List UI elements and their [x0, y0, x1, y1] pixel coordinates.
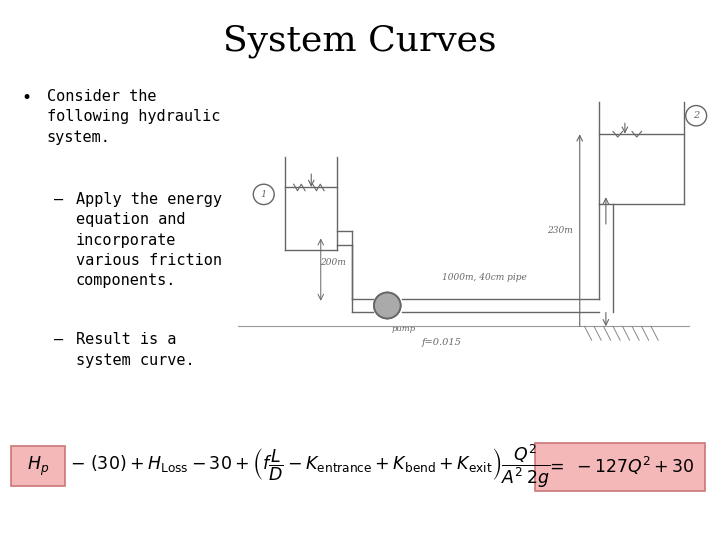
Text: Consider the
following hydraulic
system.: Consider the following hydraulic system. [47, 89, 220, 145]
Text: $=\ -127Q^2 + 30$: $=\ -127Q^2 + 30$ [546, 455, 694, 477]
Text: 1000m, 40cm pipe: 1000m, 40cm pipe [442, 273, 527, 282]
Text: $-\ (30) + H_{\rm Loss} - 30 + \left(f\dfrac{L}{D} - K_{\rm entrance} + K_{\rm b: $-\ (30) + H_{\rm Loss} - 30 + \left(f\d… [70, 442, 550, 490]
Text: 1: 1 [261, 190, 267, 199]
Text: Result is a
system curve.: Result is a system curve. [76, 332, 194, 368]
Text: $H_p$: $H_p$ [27, 454, 49, 477]
Text: System Curves: System Curves [223, 24, 497, 58]
Text: –: – [54, 332, 63, 347]
Text: Apply the energy
equation and
incorporate
various friction
components.: Apply the energy equation and incorporat… [76, 192, 222, 288]
Text: –: – [54, 192, 63, 207]
FancyBboxPatch shape [11, 446, 65, 486]
Text: f=0.015: f=0.015 [422, 338, 462, 347]
Text: 230m: 230m [547, 226, 572, 235]
FancyBboxPatch shape [535, 443, 705, 491]
Text: 2: 2 [693, 111, 699, 120]
Text: 200m: 200m [320, 258, 346, 267]
Text: pump: pump [392, 325, 416, 333]
Circle shape [374, 293, 400, 319]
Text: •: • [22, 89, 32, 107]
